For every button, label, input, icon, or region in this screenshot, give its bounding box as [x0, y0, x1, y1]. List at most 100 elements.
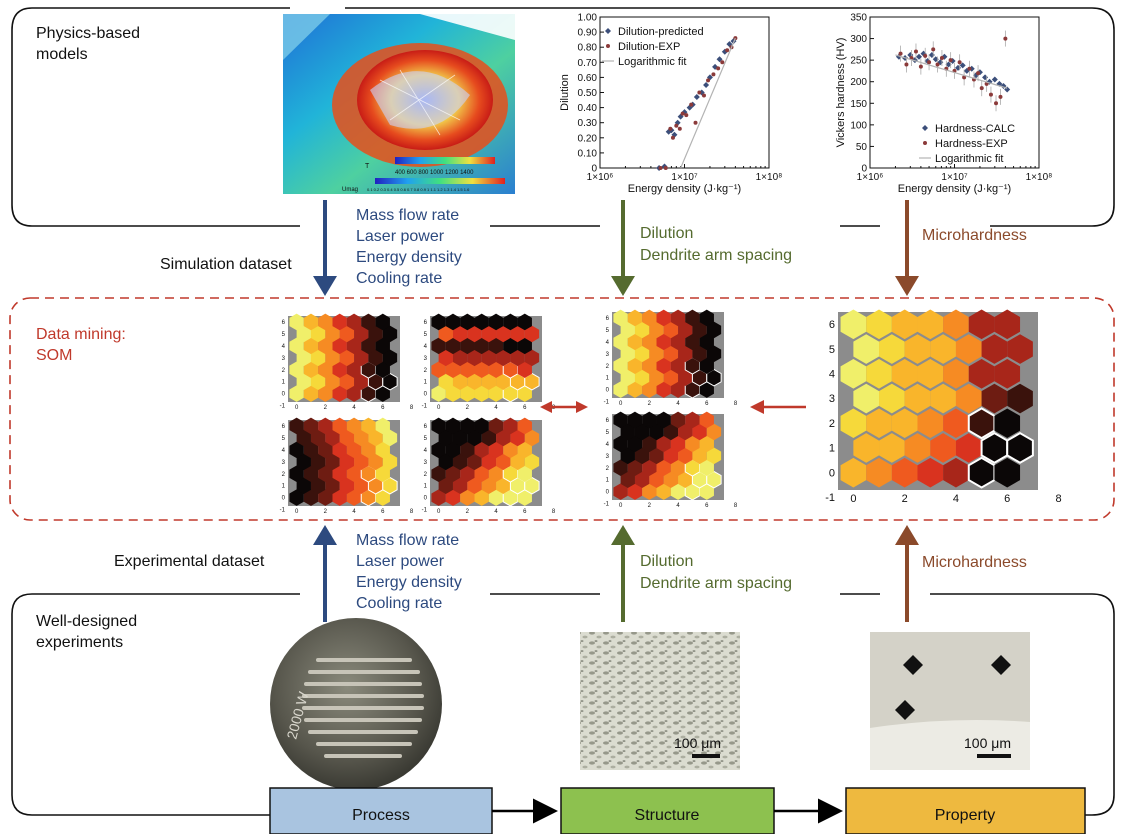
sim-legend-umag-label: Umag — [342, 187, 358, 193]
som-cell — [438, 429, 453, 447]
som-cell — [613, 333, 628, 351]
som-cell — [904, 334, 931, 364]
som-cell — [318, 337, 333, 355]
data-point-experimental — [697, 90, 702, 95]
som-y-tick-label: 6 — [606, 316, 610, 322]
som-cell — [488, 441, 504, 459]
som-cell — [642, 381, 657, 398]
data-point-predicted — [693, 94, 700, 101]
data-point-experimental — [918, 64, 923, 69]
som-cell — [649, 345, 664, 363]
x-axis-label: Energy density (J·kg⁻¹) — [898, 183, 1011, 195]
experiments-title-line1: Well-designed — [36, 613, 137, 630]
som-cell — [445, 465, 461, 483]
data-point-experimental — [962, 75, 967, 80]
som-cell — [866, 408, 892, 439]
som-cell — [346, 337, 362, 355]
som-cell — [481, 373, 497, 390]
som-cell — [670, 309, 686, 327]
som-cell — [649, 423, 664, 441]
som-cell — [310, 325, 326, 343]
som-cell — [678, 423, 693, 441]
data-point-experimental — [684, 113, 689, 118]
data-point-experimental — [677, 126, 682, 131]
som-cell — [706, 345, 722, 363]
som-cell — [613, 483, 628, 500]
plot-frame — [869, 16, 1040, 169]
structure-params-top: Dilution Dendrite arm spacing — [640, 225, 792, 264]
som-cell — [339, 429, 355, 447]
experiments-frame-right — [930, 593, 1115, 816]
som-cell — [332, 465, 347, 483]
som-y-tick-label: 0 — [282, 392, 286, 398]
som-cell — [354, 477, 369, 494]
som-cell — [431, 313, 446, 331]
som-y-tick-label: 4 — [424, 344, 428, 350]
som-cell — [879, 334, 905, 364]
legend-label: Logarithmic fit — [618, 56, 686, 68]
som-x-tick-label: 6 — [381, 405, 385, 411]
som-cell — [339, 477, 355, 494]
som-cell — [445, 337, 461, 355]
som-cell — [481, 477, 497, 494]
x-tick-label: 1×10⁶ — [587, 172, 614, 183]
som-cell — [840, 309, 867, 340]
som-cell — [917, 408, 944, 439]
som-cell — [496, 349, 511, 367]
som-cell — [438, 325, 453, 343]
som-cell — [452, 453, 468, 471]
som-cell — [460, 361, 475, 379]
som-cell — [642, 459, 657, 477]
som-cell — [318, 489, 333, 506]
som-cell — [452, 477, 468, 494]
param-label: Dilution — [640, 553, 693, 570]
som-cell — [699, 435, 714, 453]
som-x-tick-label: 4 — [494, 509, 498, 515]
som-cell — [853, 334, 880, 364]
som-y-tick-label: 5 — [606, 430, 610, 436]
data-point-predicted — [915, 53, 922, 60]
som-cell — [375, 417, 390, 435]
som-y-tick-label: 4 — [606, 442, 610, 448]
som-cell — [354, 325, 369, 343]
som-map-3: 0 2 4 6 8 -1 0 1 2 3 4 5 6 — [280, 417, 414, 515]
som-y-tick-label: -1 — [422, 404, 428, 410]
param-label: Dilution — [640, 225, 693, 242]
data-point-experimental — [658, 166, 663, 170]
som-cell — [289, 361, 304, 379]
som-cell — [968, 359, 995, 389]
som-cell — [699, 483, 714, 500]
som-cell — [980, 432, 1009, 464]
simulation-image: T 400 600 800 1000 1200 1400 Umag 0.1 0.… — [283, 14, 515, 194]
som-cell — [467, 453, 482, 471]
som-cell — [354, 429, 369, 447]
som-y-tick-label: 2 — [424, 472, 428, 478]
som-cell — [452, 349, 468, 367]
som-y-tick-label: 4 — [424, 448, 428, 454]
experiments-title-line2: experiments — [36, 634, 123, 651]
y-tick-label: 0.70 — [578, 58, 598, 69]
som-y-tick-label: 0 — [606, 388, 610, 394]
som-cell — [332, 337, 347, 355]
som-cell — [296, 325, 311, 343]
som-cell — [375, 337, 390, 355]
y-tick-label: 350 — [850, 13, 867, 24]
som-y-tick-label: 5 — [282, 332, 286, 338]
som-cell — [627, 309, 643, 327]
som-cell — [438, 349, 453, 367]
x-tick-label: 1×10⁸ — [1026, 172, 1053, 183]
som-cell — [943, 457, 969, 488]
som-x-tick-label: 4 — [352, 405, 356, 411]
data-point-experimental — [948, 58, 953, 63]
som-cell — [699, 357, 714, 375]
som-cell — [503, 417, 518, 435]
som-cell — [452, 429, 468, 447]
som-cell — [346, 465, 362, 483]
som-cell — [917, 309, 944, 340]
som-x-tick-label: 8 — [552, 509, 556, 515]
som-map-microhardness: 0 2 4 6 8 -1 0 1 2 3 4 5 6 — [825, 309, 1062, 505]
som-cell — [481, 349, 497, 367]
som-cell — [613, 411, 628, 429]
som-cell — [930, 383, 956, 414]
legend-label: Hardness-CALC — [935, 123, 1015, 135]
